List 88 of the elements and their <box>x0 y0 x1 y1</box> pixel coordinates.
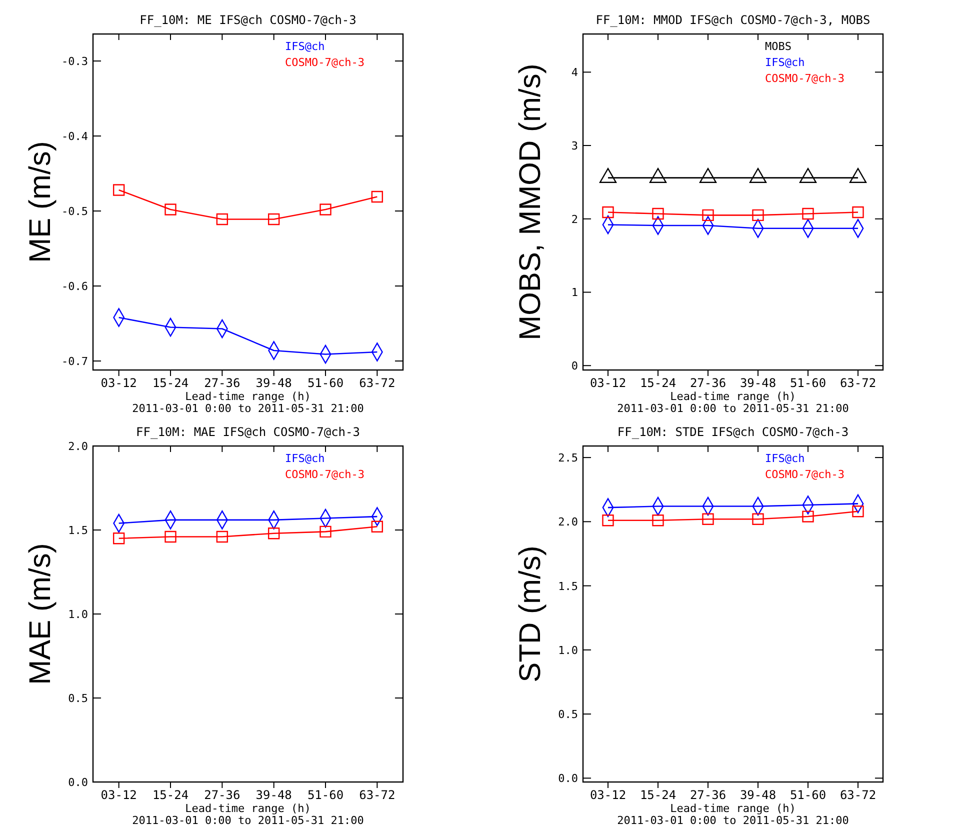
text: 2011-03-01 0:00 to 2011-05-31 21:00 <box>132 814 364 827</box>
text: IFS@ch <box>285 40 325 53</box>
x-tick-label: 03-12 <box>100 788 137 802</box>
y-axis-title: STD (m/s) <box>514 546 547 682</box>
text: 2011-03-01 0:00 to 2011-05-31 21:00 <box>617 814 849 827</box>
y-tick-label: 1 <box>571 286 578 300</box>
y-tick-label: 2.0 <box>558 516 578 529</box>
point <box>602 514 614 526</box>
point <box>164 530 176 543</box>
text: 2011-03-01 0:00 to 2011-05-31 21:00 <box>617 402 849 415</box>
y-axis-title: ME (m/s) <box>24 141 57 263</box>
x-tick-label: 39-48 <box>740 788 776 802</box>
y-tick-label: -0.5 <box>62 205 88 218</box>
x-axis-title: Lead-time range (h) <box>185 390 311 403</box>
y-tick-label: -0.6 <box>62 280 88 293</box>
chart-title: FF_10M: MMOD IFS@ch COSMO-7@ch-3, MOBS <box>596 13 870 27</box>
y-tick-label: 1.0 <box>558 644 578 657</box>
x-tick-label: 27-36 <box>204 376 240 390</box>
y-axis-title: MOBS, MMOD (m/s) <box>514 64 547 340</box>
y-tick-label: 1.5 <box>68 524 88 537</box>
x-tick-label: 15-24 <box>640 376 676 390</box>
x-tick-label: 27-36 <box>690 788 726 802</box>
x-tick-label: 39-48 <box>256 788 292 802</box>
chart-title: FF_10M: ME IFS@ch COSMO-7@ch-3 <box>140 13 356 27</box>
point <box>268 528 280 540</box>
x-tick-label: 03-12 <box>100 376 137 390</box>
chart-title: FF_10M: STDE IFS@ch COSMO-7@ch-3 <box>617 425 849 439</box>
y-tick-label: -0.4 <box>62 130 88 143</box>
y-tick-label: 1.5 <box>558 580 578 593</box>
text: COSMO-7@ch-3 <box>765 72 844 85</box>
y-tick-label: -0.7 <box>62 355 88 368</box>
x-tick-label: 27-36 <box>690 376 726 390</box>
y-tick-label: 3 <box>571 140 578 153</box>
y-tick-label: 4 <box>571 66 578 80</box>
text: COSMO-7@ch-3 <box>285 468 364 481</box>
x-tick-label: 63-72 <box>359 788 396 802</box>
y-tick-label: -0.3 <box>62 55 88 68</box>
x-tick-label: 03-12 <box>590 376 626 390</box>
y-tick-label: 0.5 <box>558 708 578 722</box>
x-tick-label: 63-72 <box>840 376 876 390</box>
point <box>802 510 814 522</box>
x-tick-label: 51-60 <box>790 376 826 390</box>
y-tick-label: 0.5 <box>68 692 88 705</box>
x-tick-label: 63-72 <box>840 788 876 802</box>
point <box>164 204 176 216</box>
y-tick-label: 2.5 <box>558 452 578 465</box>
y-tick-label: 0.0 <box>68 776 88 789</box>
x-tick-label: 15-24 <box>152 788 189 802</box>
text: IFS@ch <box>765 452 805 465</box>
text: COSMO-7@ch-3 <box>765 468 844 481</box>
y-tick-label: 2 <box>571 212 578 226</box>
y-tick-label: 2.0 <box>68 440 88 453</box>
chart-title: FF_10M: MAE IFS@ch COSMO-7@ch-3 <box>136 425 360 439</box>
text: IFS@ch <box>285 452 325 465</box>
point <box>320 204 332 216</box>
text: COSMO-7@ch-3 <box>285 56 364 69</box>
point <box>652 514 664 526</box>
y-tick-label: 0 <box>571 360 578 373</box>
x-tick-label: 39-48 <box>256 376 292 390</box>
point <box>112 184 125 196</box>
point <box>371 520 384 532</box>
point <box>702 513 714 525</box>
y-tick-label: 1.0 <box>68 608 88 621</box>
x-tick-label: 51-60 <box>307 376 344 390</box>
x-tick-label: 39-48 <box>740 376 776 390</box>
text: IFS@ch <box>765 56 805 69</box>
x-axis-title: Lead-time range (h) <box>670 802 796 815</box>
legend-label: MOBS <box>765 40 792 53</box>
x-tick-label: 63-72 <box>359 376 396 390</box>
y-tick-label: 0.0 <box>558 772 578 786</box>
y-axis-title: MAE (m/s) <box>24 543 57 685</box>
x-tick-label: 27-36 <box>204 788 240 802</box>
x-axis-title: Lead-time range (h) <box>185 802 311 815</box>
point <box>320 526 332 538</box>
point <box>371 190 384 203</box>
point <box>852 506 864 518</box>
text: 2011-03-01 0:00 to 2011-05-31 21:00 <box>132 402 364 415</box>
point <box>268 213 280 226</box>
x-tick-label: 51-60 <box>790 788 826 802</box>
point <box>216 530 228 543</box>
x-tick-label: 51-60 <box>307 788 344 802</box>
x-tick-label: 15-24 <box>640 788 676 802</box>
point <box>752 513 764 525</box>
x-tick-label: 03-12 <box>590 788 626 802</box>
point <box>216 213 228 226</box>
x-axis-title: Lead-time range (h) <box>670 390 796 403</box>
point <box>112 532 125 544</box>
x-tick-label: 15-24 <box>152 376 189 390</box>
